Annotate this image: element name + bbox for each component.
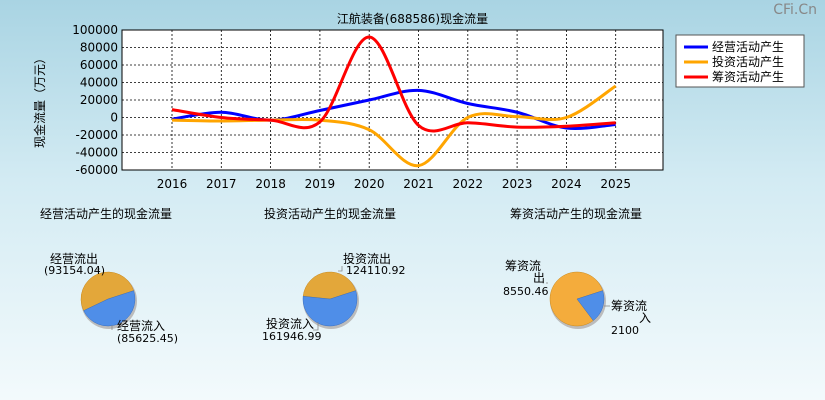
y-tick-label: -20000 [75, 128, 118, 142]
pie-value: (93154.04) [44, 264, 105, 277]
pie-leader-line [313, 322, 319, 331]
pie-slice-inflow [302, 290, 358, 327]
legend-label: 筹资活动产生 [712, 70, 784, 84]
pie-value: 2100 [611, 324, 639, 337]
y-tick-label: -40000 [75, 146, 118, 160]
pie-label: 筹资流 [611, 299, 647, 313]
pie-label: 经营流入 [117, 319, 165, 333]
pie-title-investing: 投资活动产生的现金流量 [264, 207, 397, 221]
x-tick-label: 2025 [600, 177, 631, 191]
pie-slice-outflow [80, 271, 134, 311]
series-line-2 [171, 35, 616, 133]
y-tick-label: 60000 [80, 58, 118, 72]
pie-slice-outflow [302, 271, 356, 300]
pie-2 [302, 271, 359, 329]
pie-label-wrap: 入 [639, 311, 651, 325]
series-line-0 [171, 88, 616, 130]
pie-slice-inflow [83, 290, 136, 327]
x-tick-label: 2020 [354, 177, 385, 191]
pie-slice-inflow [576, 290, 605, 321]
pie-label: 投资流出 [343, 251, 391, 266]
pie-title-financing: 筹资活动产生的现金流量 [510, 207, 643, 221]
plot-area [121, 29, 664, 171]
x-tick-label: 2017 [206, 177, 237, 191]
y-tick-label: 40000 [80, 76, 118, 90]
pie-leader-line [96, 268, 100, 272]
x-tick-label: 2023 [502, 177, 533, 191]
pie-value: 8550.46 [503, 285, 549, 298]
legend-label: 投资活动产生 [712, 54, 784, 69]
x-tick-label: 2024 [551, 177, 582, 191]
x-tick-label: 2021 [403, 177, 434, 191]
x-tick-label: 2019 [305, 177, 336, 191]
pie-label-wrap: 出 [533, 271, 545, 285]
pie-title-operating: 经营活动产生的现金流量 [40, 207, 173, 221]
pie-value: (85625.45) [117, 332, 178, 345]
pie-value: 124110.92 [346, 264, 406, 277]
chart-title: 江航装备(688586)现金流量 [336, 12, 489, 26]
pie-value: 161946.99 [262, 330, 322, 343]
y-tick-label: 20000 [80, 93, 118, 107]
legend-label: 经营活动产生 [712, 40, 784, 54]
x-tick-label: 2016 [157, 177, 188, 191]
line-chart: 100000 80000 60000 40000 20000 0 -20000 -40000 -… [32, 23, 805, 191]
watermark: CFi.Cn [773, 2, 817, 18]
y-tick-label: -60000 [75, 163, 118, 177]
x-tick-label: 2022 [453, 177, 484, 191]
pie-3 [549, 271, 606, 329]
y-tick-label: 0 [110, 111, 118, 125]
pie-leader-line [338, 266, 343, 272]
pie-label: 经营流出 [50, 252, 98, 266]
pie-1 [80, 271, 137, 329]
y-tick-label: 100000 [72, 23, 118, 37]
x-tick-label: 2018 [255, 177, 286, 191]
y-tick-label: 80000 [80, 41, 118, 55]
pie-label: 筹资流 [505, 259, 541, 273]
pie-label: 投资流入 [266, 316, 314, 331]
pie-slice-outflow [549, 271, 603, 327]
y-axis-label: 现金流量（万元） [32, 52, 47, 148]
